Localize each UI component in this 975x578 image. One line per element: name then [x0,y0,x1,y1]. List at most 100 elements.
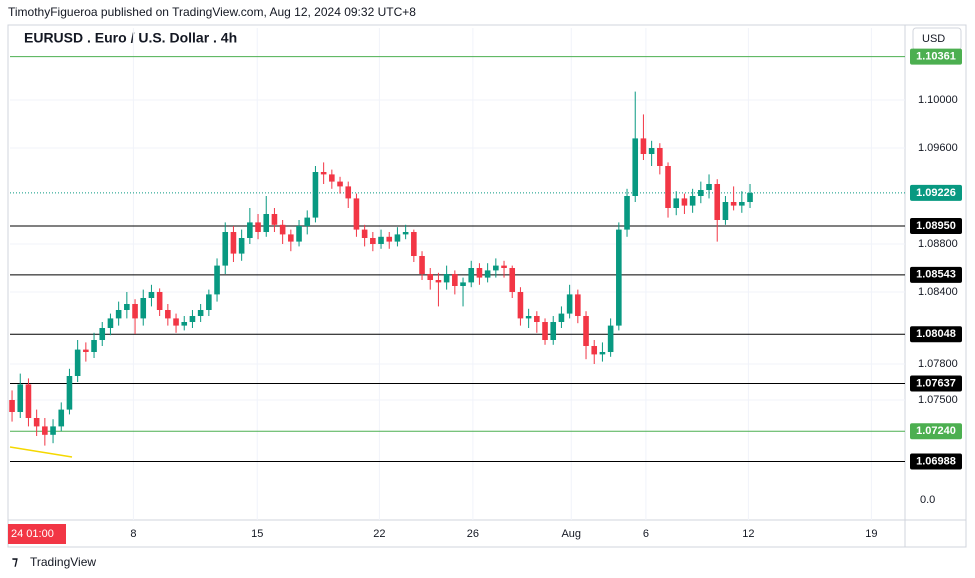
candle-body [33,418,40,427]
candle-body [91,340,97,352]
candle-body [402,232,409,235]
x-tick-label: 26 [467,528,479,540]
candle-body [460,282,466,286]
candle-body [238,238,245,254]
price-badge [910,453,962,470]
candle-body [320,172,327,175]
candle-body [255,222,261,232]
price-badge-label: 1.08048 [916,328,956,340]
candle-body [517,292,524,319]
trend-line [9,446,73,458]
candle-body [370,238,376,244]
candle-body [534,316,540,322]
candle-body [296,226,302,242]
candle-body [501,265,507,268]
candle-body [698,190,704,196]
candle-body [419,256,425,274]
candle-body [156,292,163,310]
candle-body [435,280,442,283]
candle-body [378,236,384,244]
price-badge [910,423,962,440]
candle-body [452,274,458,286]
price-badge [910,184,962,201]
candle-body [42,426,48,435]
candle-body [288,234,294,242]
candle-body [222,232,229,266]
candle-body [132,304,138,319]
candle-body [673,198,680,208]
plot: 1.10000 1.09600 1.08800 1.08400 1.07800 1.075… [9,28,962,540]
candle-body [99,328,106,340]
candle-body [509,268,516,292]
candle-body [206,294,212,310]
chart-title: EURUSD . Euro / U.S. Dollar . 4h [24,30,237,46]
y-tick-label: 1.07800 [918,358,958,370]
candle-body [115,310,122,319]
candle-body [25,384,32,418]
candle-body [247,222,253,238]
y-tick-label: 1.09600 [918,142,958,154]
candle-body [665,166,671,208]
candle-body [312,172,319,218]
candle-body [739,202,745,206]
candle-body [165,310,171,319]
candle-body [484,270,491,278]
candle-body [9,400,15,412]
candle-body [361,229,368,238]
candle-body [329,174,335,182]
y-tick-label: 1.10000 [918,94,958,106]
x-tick-label: 6 [643,528,649,540]
candle-body [689,196,696,206]
candle-body [17,384,24,412]
price-badge-label: 1.08950 [916,220,956,232]
candle-body [706,184,712,190]
candle-body [476,268,483,278]
candle-body [58,409,65,427]
candle-body [657,148,663,166]
candle-body [263,214,270,232]
price-badge-label: 1.06988 [916,455,956,467]
price-badge-label: 1.08543 [916,269,956,281]
x-tick-label: 8 [130,528,136,540]
price-badge-label: 1.07240 [916,425,956,437]
candle-body [83,349,89,352]
price-badge-label: 1.10361 [916,51,956,63]
candle-body [337,181,343,187]
candle-body [345,186,352,199]
candle-body [279,224,286,235]
axis-footer-label: 0.0 [920,494,935,506]
candle-body [181,322,188,326]
candle-body [304,217,311,226]
candle-body [50,426,56,435]
price-badge [910,218,962,234]
candle-body [730,202,737,206]
price-badge-label: 1.09226 [916,187,956,199]
candle-body [107,318,114,328]
candle-body [411,232,417,256]
candle-body [550,322,557,340]
candle-body [353,198,360,230]
chart-frame [7,24,967,548]
candle-body [558,313,565,322]
candle-body [714,184,721,220]
candle-body [386,236,393,242]
candle-body [197,310,204,316]
candle-body [140,298,147,319]
candle-body [722,202,729,220]
candle-body [124,304,130,310]
candle-body [443,274,450,283]
candle-body [427,274,434,280]
candle-body [624,196,630,230]
candle-body [747,192,753,202]
candle-body [542,322,548,340]
candle-body [468,268,475,283]
x-tick-label: 15 [251,528,263,540]
candle-body [493,265,499,271]
candle-body [681,198,688,206]
logo-mark: ⁊ [12,554,18,568]
price-badge [910,266,962,283]
candle-body [632,138,639,196]
candle-body [394,234,401,242]
